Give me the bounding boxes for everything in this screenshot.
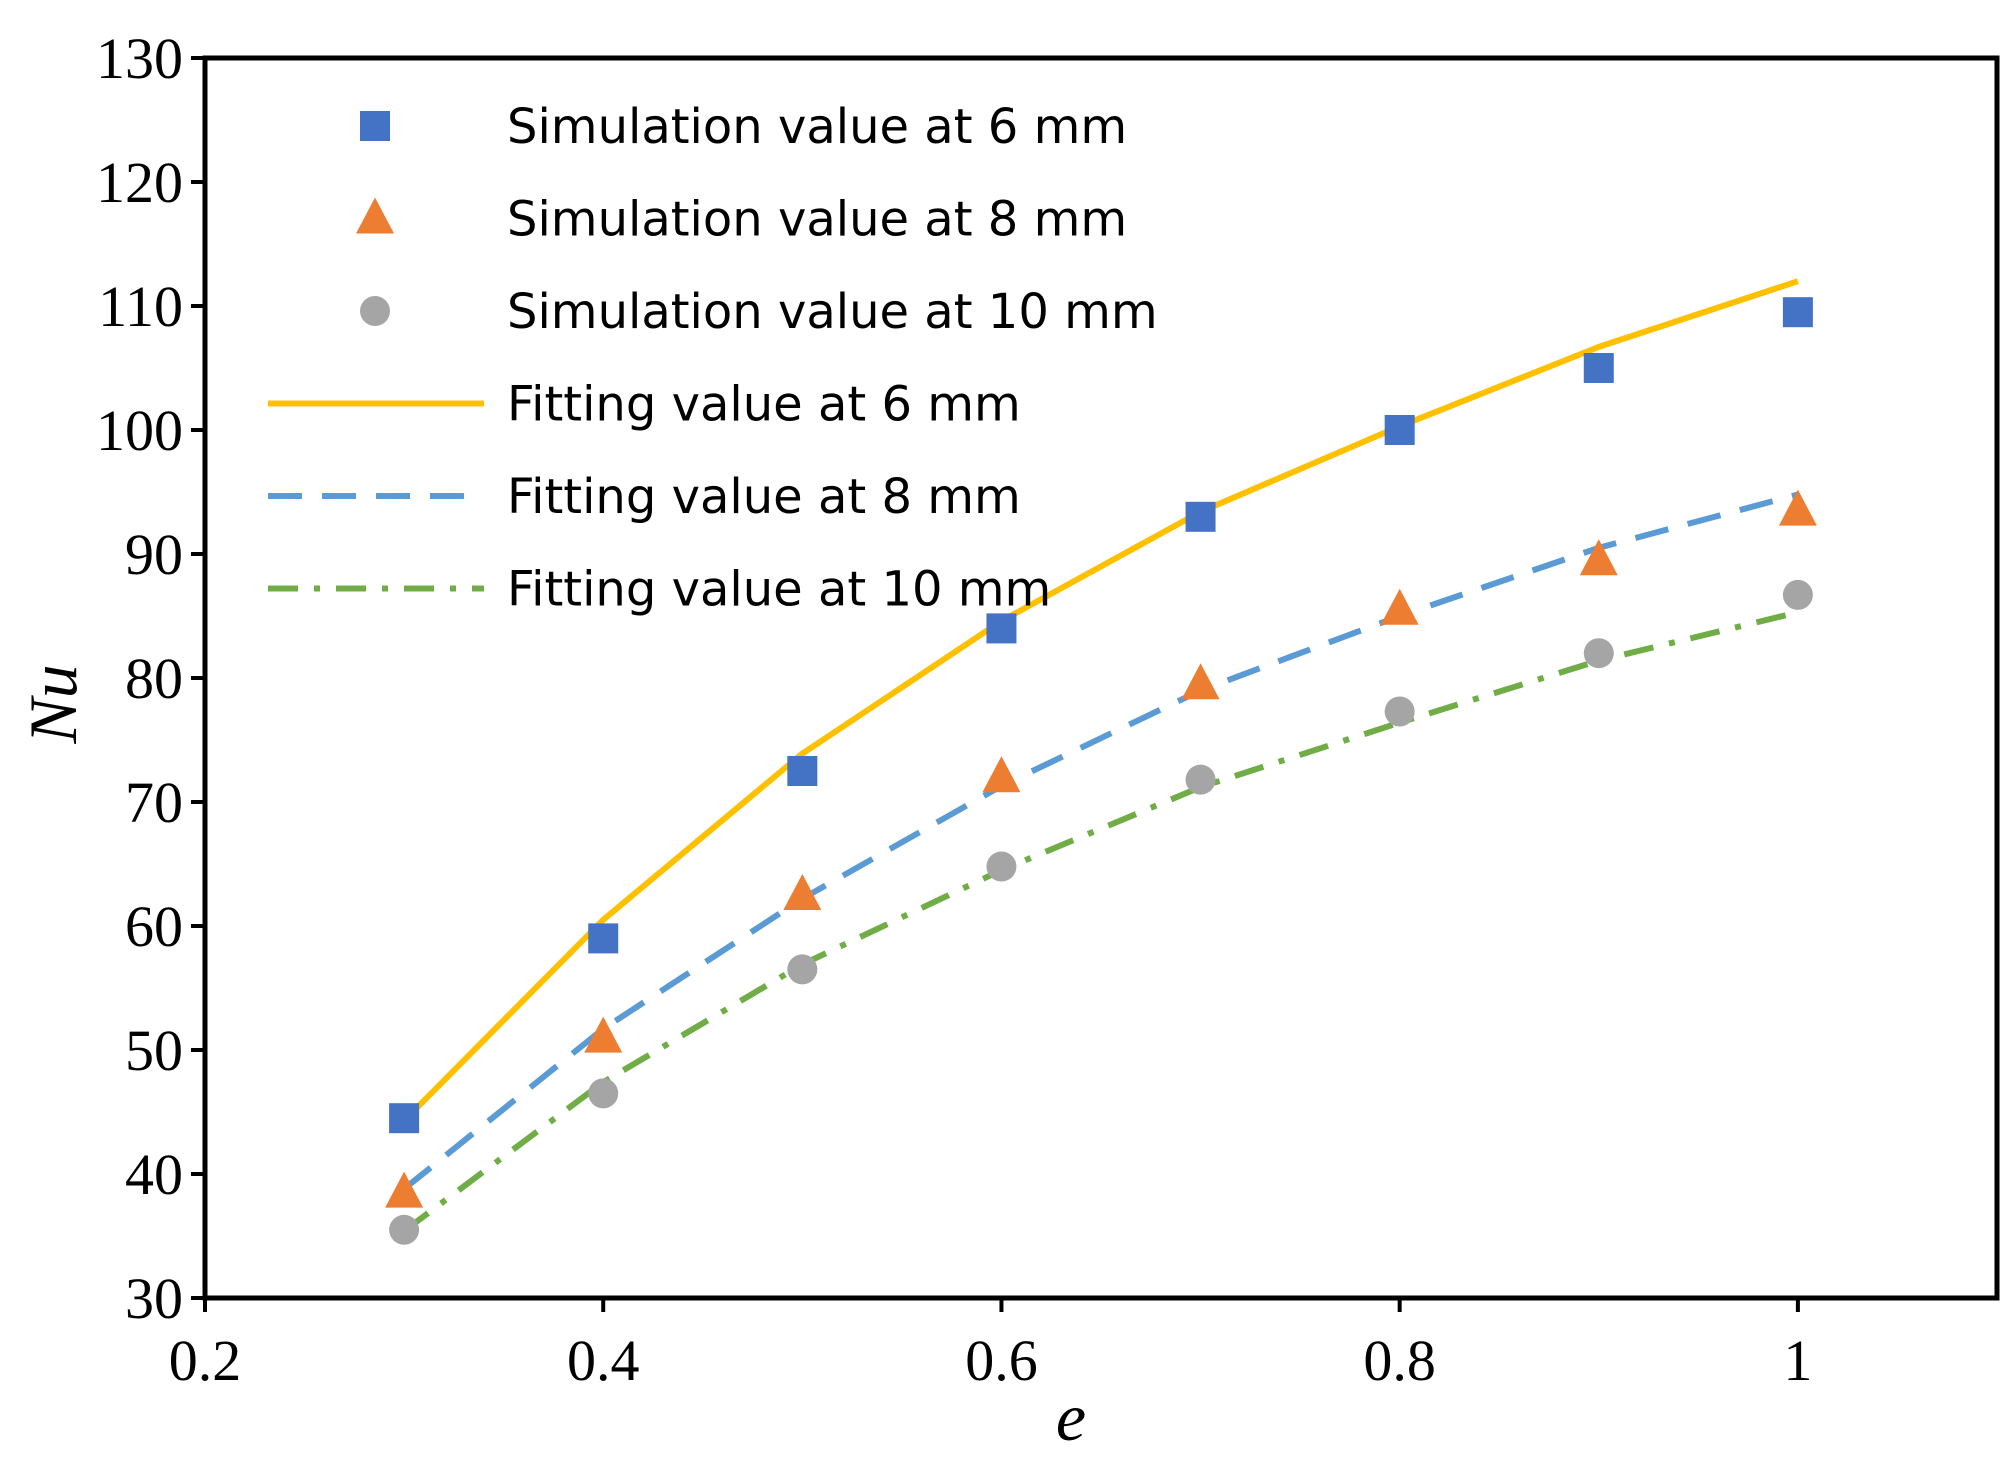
x-tick-label: 0.6 [965,1328,1038,1393]
data-point [986,613,1017,644]
legend-label: Simulation value at 10 mm [507,284,1158,340]
data-point [584,1016,623,1053]
data-point [1782,579,1813,610]
y-tick-label: 120 [96,150,183,215]
legend-item: Simulation value at 8 mm [356,192,1127,248]
legend-item: Simulation value at 6 mm [360,99,1127,155]
y-tick-label: 110 [98,274,183,339]
series-simulation-value-at-6-mm [389,297,1813,1134]
y-tick-label: 30 [125,1266,183,1331]
data-point [787,954,818,985]
legend-label: Fitting value at 8 mm [507,469,1021,525]
legend-square-marker [360,111,390,141]
legend-item: Fitting value at 6 mm [268,377,1021,433]
fit-line-fitting-value-at-10-mm [402,609,1799,1234]
series-fitting-value-at-8-mm [402,491,1799,1192]
legend-label: Simulation value at 6 mm [507,99,1127,155]
series-fitting-value-at-6-mm [401,278,1799,1123]
legend-item: Simulation value at 10 mm [360,284,1158,340]
data-point [1181,663,1220,700]
legend: Simulation value at 6 mm Simulation value… [268,99,1158,618]
data-point [588,923,619,954]
data-point [783,874,822,910]
data-point [1583,353,1614,383]
data-point [1778,489,1817,526]
legend-label: Fitting value at 6 mm [507,377,1021,433]
x-tick-label: 1 [1783,1328,1812,1393]
y-tick-label: 130 [96,26,183,91]
y-tick-label: 80 [125,646,183,711]
data-point [787,756,818,786]
data-point [982,756,1021,793]
fit-line-fitting-value-at-6-mm [401,278,1799,1123]
legend-item: Fitting value at 8 mm [268,469,1021,525]
y-tick-label: 50 [125,1018,183,1083]
data-point [1380,588,1419,625]
series-simulation-value-at-8-mm [385,489,1817,1208]
y-tick-label: 100 [96,398,183,463]
legend-label: Simulation value at 8 mm [507,192,1127,248]
x-tick-label: 0.8 [1363,1328,1436,1393]
data-point [389,1214,420,1245]
data-point [1579,539,1618,576]
y-tick-label: 90 [125,522,183,587]
x-tick-label: 0.4 [567,1328,640,1393]
data-point [389,1103,420,1134]
data-point [1583,638,1614,669]
data-point [986,851,1017,882]
legend-label: Fitting value at 10 mm [507,562,1051,618]
y-tick-label: 70 [125,770,183,835]
fit-line-fitting-value-at-8-mm [402,491,1799,1192]
legend-circle-marker [360,296,390,326]
data-point [385,1171,424,1208]
legend-triangle-marker [356,197,394,234]
x-tick-label: 0.2 [169,1328,242,1393]
data-point [1384,696,1415,727]
data-point [588,1078,619,1109]
data-point [1782,297,1813,328]
legend-item: Fitting value at 10 mm [268,562,1051,618]
data-point [1384,415,1415,445]
series-simulation-value-at-10-mm [389,579,1813,1245]
data-point [1185,764,1216,795]
y-axis-title: Nu [15,664,91,744]
series-layer [385,278,1817,1245]
y-tick-label: 40 [125,1142,183,1207]
y-tick-label: 60 [125,894,183,959]
axis-layer: 30 40 50 60 70 80 90 100 110 120 130 0.2 0.4 0.6 0.8 1 [96,26,1812,1393]
x-axis-title: e [1056,1379,1086,1455]
data-point [1185,501,1216,532]
series-fitting-value-at-10-mm [402,609,1799,1234]
